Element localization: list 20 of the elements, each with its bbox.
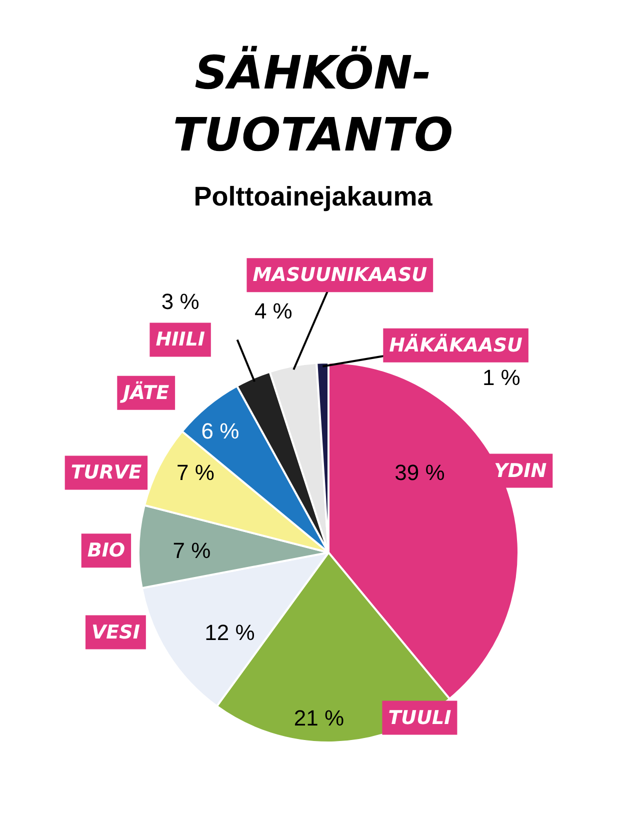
- slice-label: VESI: [91, 621, 140, 644]
- data-label: 4 %: [254, 298, 292, 324]
- data-label: 7 %: [172, 538, 211, 564]
- data-label: 7 %: [176, 460, 214, 486]
- slice-label: HÄKÄKAASU: [389, 333, 524, 356]
- chart-subtitle: Polttoainejakauma: [194, 182, 434, 212]
- data-label: 21 %: [294, 705, 344, 730]
- data-label: 39 %: [394, 460, 445, 486]
- slice-label: MASUUNIKAASU: [252, 264, 428, 286]
- slice-label: HIILI: [156, 328, 205, 351]
- data-label: 3 %: [161, 289, 200, 314]
- data-label: 6 %: [201, 418, 240, 444]
- data-label: 12 %: [204, 620, 255, 645]
- data-label: 1 %: [482, 365, 520, 390]
- slice-label: YDIN: [494, 460, 547, 482]
- slice-label: BIO: [87, 540, 126, 562]
- slice-label: TUULI: [388, 706, 452, 729]
- chart-title: SÄHKÖN- TUOTANTO: [172, 46, 454, 162]
- slice-label: TURVE: [70, 462, 142, 484]
- slice-label: JÄTE: [119, 380, 170, 404]
